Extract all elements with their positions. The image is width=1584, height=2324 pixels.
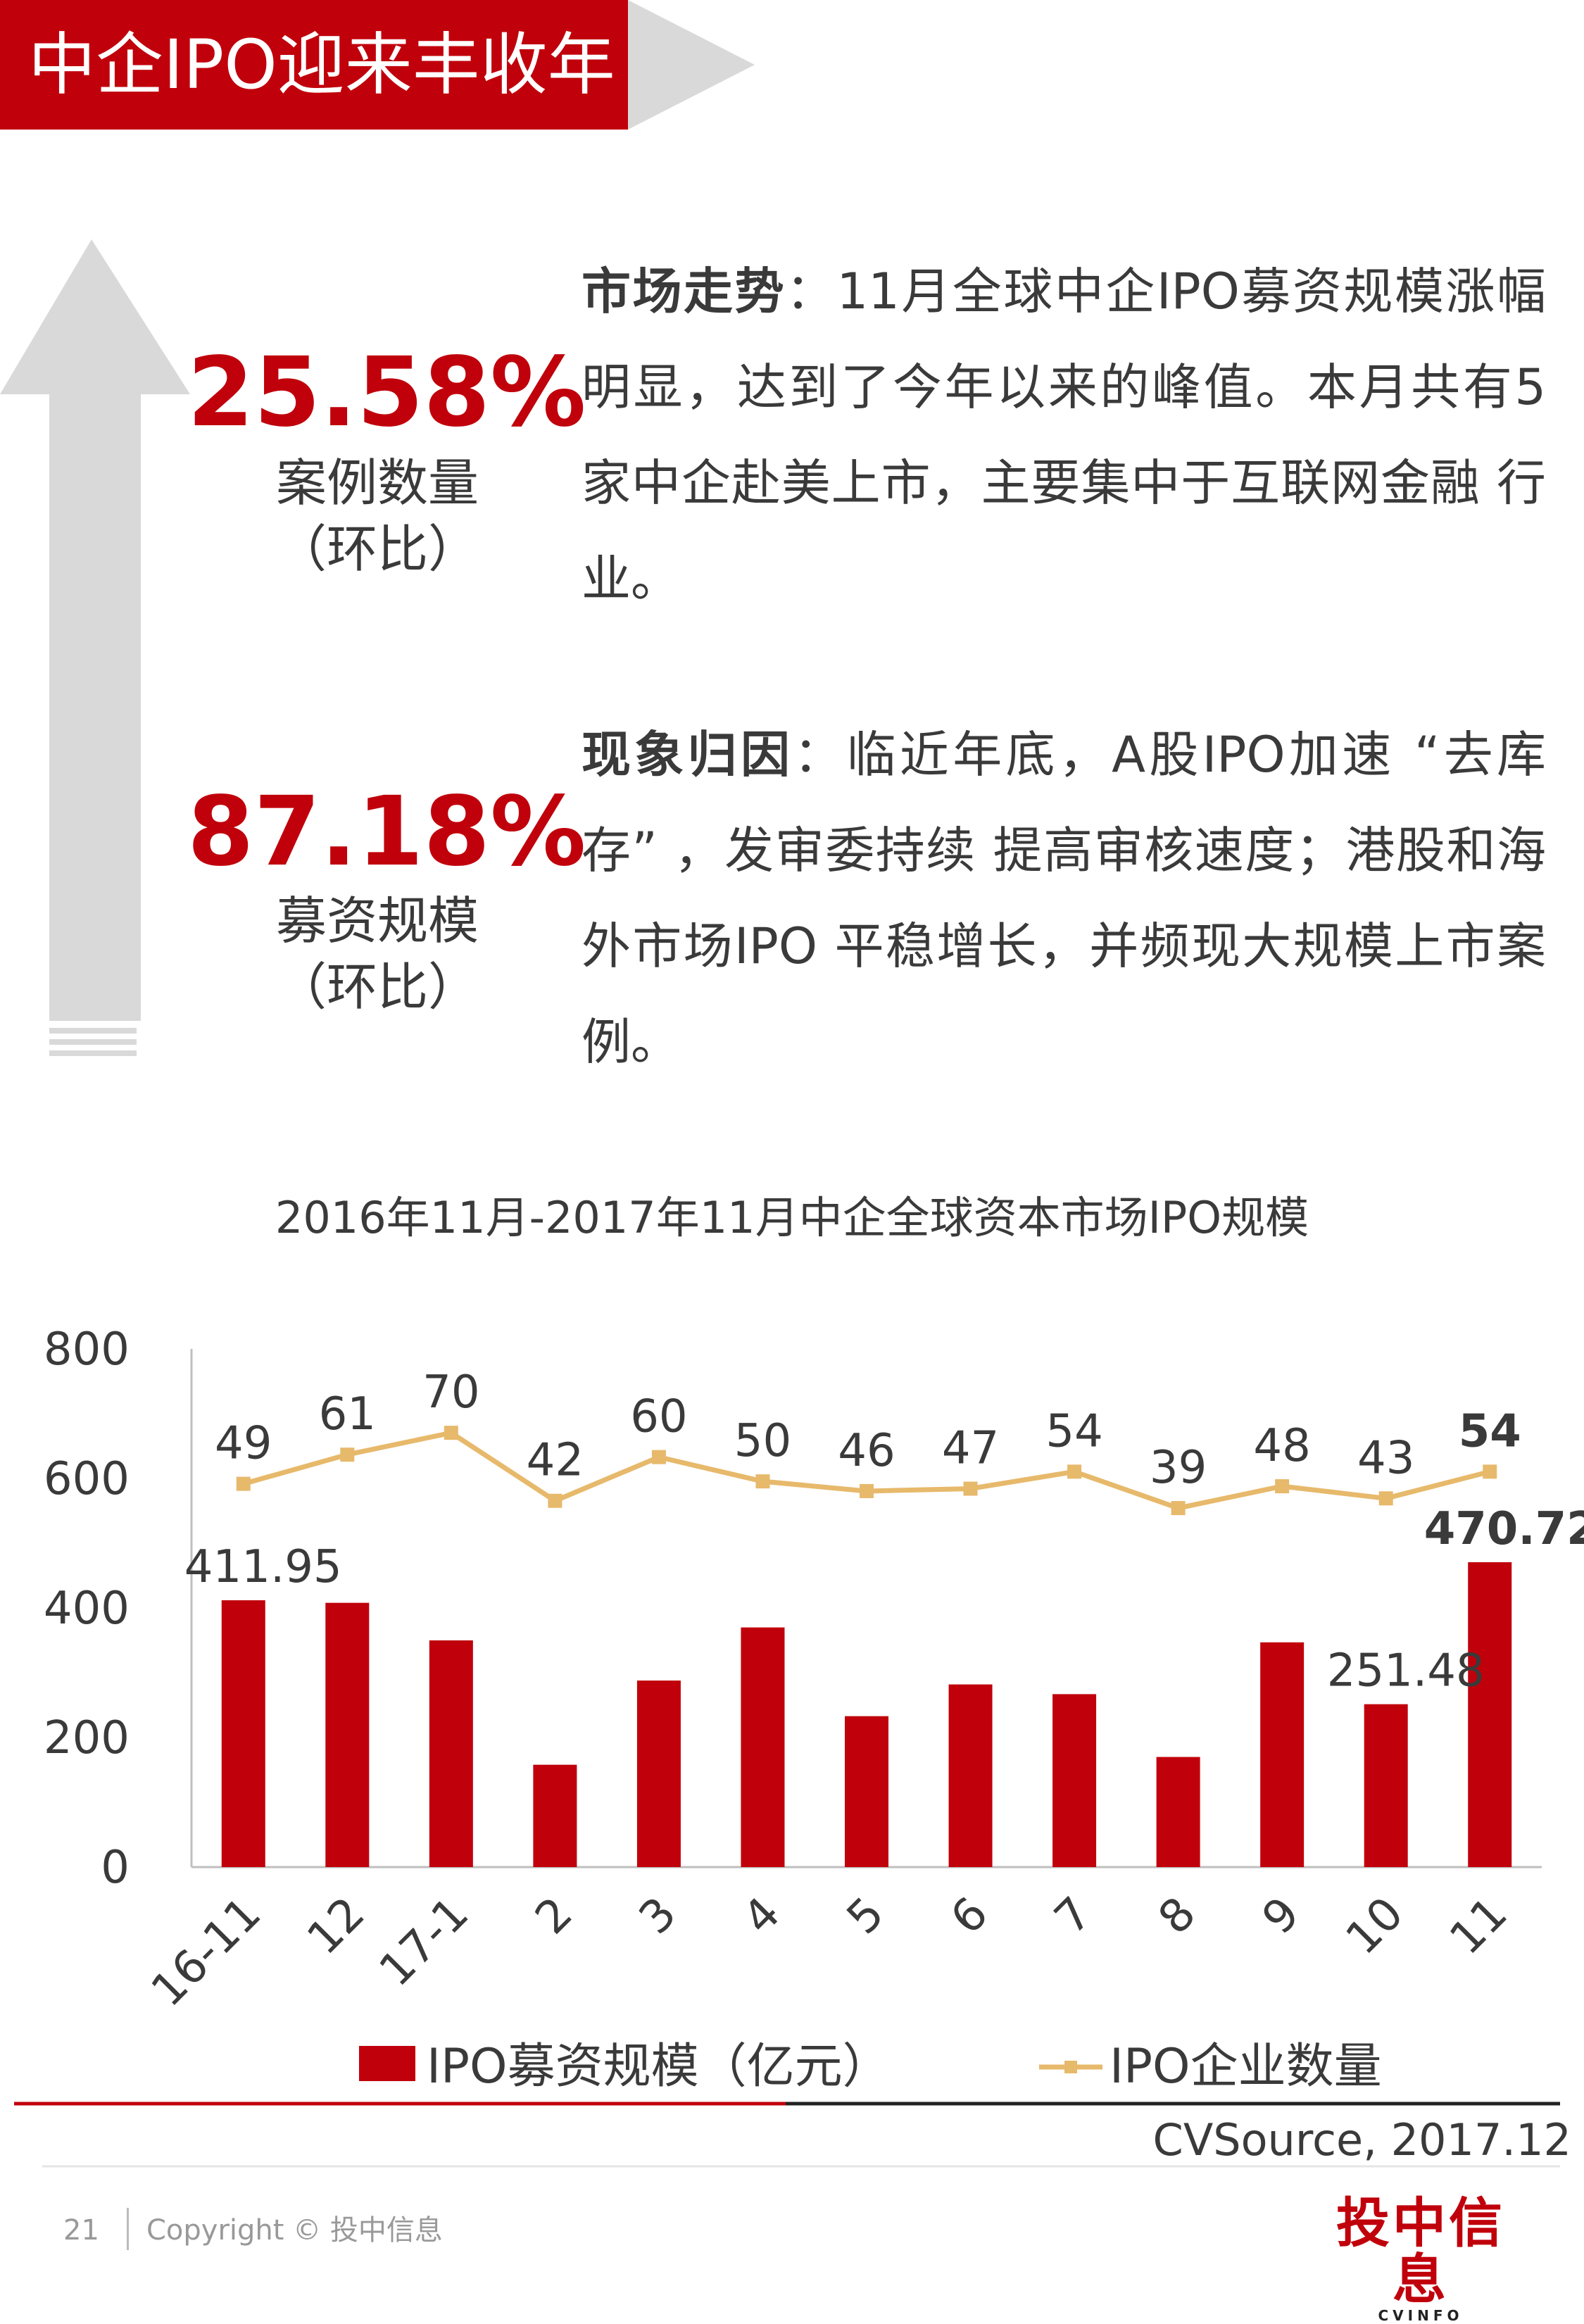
bar-value-label: 470.72: [1424, 1503, 1584, 1555]
line-value-label: 42: [527, 1435, 584, 1487]
bar: [1364, 1704, 1408, 1867]
stat-case-count-label: 案例数量: [275, 453, 479, 513]
market-trend-paragraph: 市场走势：11月全球中企IPO募资规模涨幅明显，达到了今年以来的峰值。本月共有5…: [582, 244, 1546, 627]
line-point: [236, 1476, 251, 1491]
page-number: 21: [63, 2214, 99, 2247]
line-value-label: 43: [1357, 1432, 1414, 1484]
market-trend-text: ：11月全球中企IPO募资规模涨幅明显，达到了今年以来的峰值。本月共有5家中企赴…: [582, 263, 1547, 608]
line-value-label: 48: [1253, 1420, 1310, 1472]
divider: [14, 2102, 1560, 2106]
cause-lead: 现象归因: [582, 726, 794, 784]
logo-main: 投中信息: [1336, 2192, 1505, 2311]
x-tick-label: 9: [1252, 1888, 1309, 1945]
y-tick-label: 200: [44, 1712, 130, 1764]
legend-bar-swatch: [359, 2046, 415, 2081]
x-tick-label: 8: [1149, 1888, 1206, 1945]
market-trend-lead: 市场走势: [582, 263, 786, 320]
line-value-label: 54: [1045, 1405, 1102, 1457]
bar: [948, 1684, 993, 1867]
legend-line-label: IPO企业数量: [1110, 2039, 1382, 2094]
x-tick-label: 3: [629, 1888, 686, 1945]
line-value-label: 54: [1459, 1405, 1521, 1457]
line-value-label: 47: [942, 1422, 999, 1474]
legend-line: IPO企业数量: [1039, 2032, 1462, 2102]
line-point: [963, 1481, 978, 1496]
header-arrow-icon: [628, 0, 755, 130]
x-tick-label: 11: [1440, 1888, 1518, 1965]
line-point: [755, 1474, 770, 1489]
line-value-label: 50: [734, 1415, 791, 1467]
footer-rule: [42, 2165, 1560, 2168]
stat-fund-scale-sub: （环比）: [275, 957, 479, 1017]
y-tick-label: 600: [44, 1453, 130, 1505]
copyright: Copyright © 投中信息: [146, 2214, 443, 2247]
line-point: [1483, 1464, 1497, 1479]
bar: [533, 1764, 577, 1867]
stat-fund-scale-value: 87.18%: [187, 777, 586, 888]
line-point: [1171, 1501, 1186, 1516]
line-value-label: 39: [1150, 1442, 1207, 1494]
legend-bar-label: IPO募资规模（亿元）: [427, 2039, 891, 2094]
bar: [741, 1627, 785, 1867]
bar: [636, 1681, 681, 1867]
y-tick-label: 400: [44, 1583, 130, 1635]
x-tick-label: 10: [1336, 1888, 1414, 1965]
bar-value-label: 411.95: [184, 1541, 342, 1593]
line-point: [860, 1483, 874, 1498]
bar: [1468, 1562, 1512, 1867]
line-point: [651, 1450, 666, 1464]
logo: 投中信息 CVINFO: [1329, 2192, 1512, 2324]
x-tick-label: 12: [298, 1888, 375, 1965]
line-value-label: 61: [319, 1388, 376, 1440]
bar: [845, 1716, 888, 1867]
line-value-label: 49: [215, 1418, 272, 1470]
bar: [1052, 1694, 1097, 1867]
up-arrow-icon: [0, 239, 190, 1056]
cause-text: ：临近年底，A股IPO加速 “去库存” ，发审委持续 提高审核速度；港股和海外市…: [582, 726, 1547, 1071]
stat-case-count-value: 25.58%: [187, 337, 586, 448]
footer-divider: [127, 2208, 129, 2250]
legend-bar: IPO募资规模（亿元）: [359, 2032, 894, 2102]
bar: [325, 1602, 370, 1867]
x-tick-label: 5: [837, 1888, 894, 1945]
line-point: [340, 1447, 355, 1462]
stat-case-count-sub: （环比）: [275, 520, 479, 579]
line-value-label: 70: [422, 1367, 479, 1419]
x-tick-label: 4: [734, 1888, 791, 1945]
bar: [429, 1640, 473, 1867]
y-tick-label: 0: [101, 1842, 130, 1894]
line-value-label: 60: [630, 1391, 687, 1443]
line-point: [1378, 1491, 1393, 1506]
x-tick-label: 7: [1045, 1888, 1102, 1945]
y-tick-label: 800: [44, 1324, 130, 1376]
x-tick-label: 6: [941, 1888, 998, 1945]
x-tick-label: 17-1: [370, 1888, 479, 1997]
line-point: [548, 1493, 562, 1508]
chart-title: 2016年11月-2017年11月中企全球资本市场IPO规模: [275, 1192, 1309, 1243]
logo-sub: CVINFO: [1378, 2307, 1464, 2324]
line-point: [1067, 1464, 1082, 1479]
bar: [221, 1600, 265, 1867]
line-point: [444, 1426, 458, 1440]
bar: [1156, 1757, 1200, 1867]
source-note: CVSource, 2017.12: [1152, 2114, 1571, 2166]
cause-paragraph: 现象归因：临近年底，A股IPO加速 “去库存” ，发审委持续 提高审核速度；港股…: [582, 707, 1546, 1090]
legend-line-swatch: [1039, 2061, 1102, 2073]
x-tick-label: 16-11: [142, 1888, 271, 2017]
line-point: [1275, 1479, 1290, 1494]
bar: [1260, 1642, 1305, 1867]
bar-value-label: 251.48: [1327, 1645, 1485, 1697]
page-title: 中企IPO迎来丰收年: [0, 0, 628, 130]
x-tick-label: 2: [526, 1888, 583, 1945]
stat-fund-scale-label: 募资规模: [275, 891, 479, 950]
line-value-label: 46: [838, 1425, 895, 1477]
